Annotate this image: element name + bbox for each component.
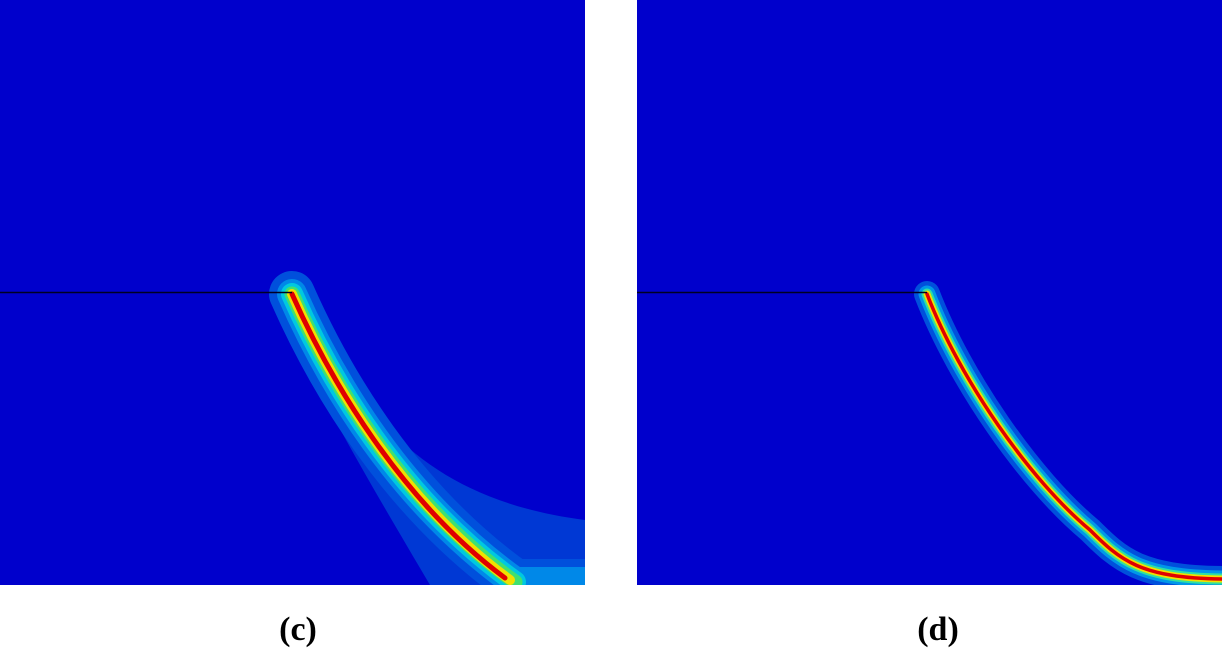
panel-label: (d) [917, 611, 959, 648]
panel-label: (c) [279, 611, 317, 648]
panel-c-contour [0, 0, 585, 585]
panel-d-contour [637, 0, 1222, 585]
